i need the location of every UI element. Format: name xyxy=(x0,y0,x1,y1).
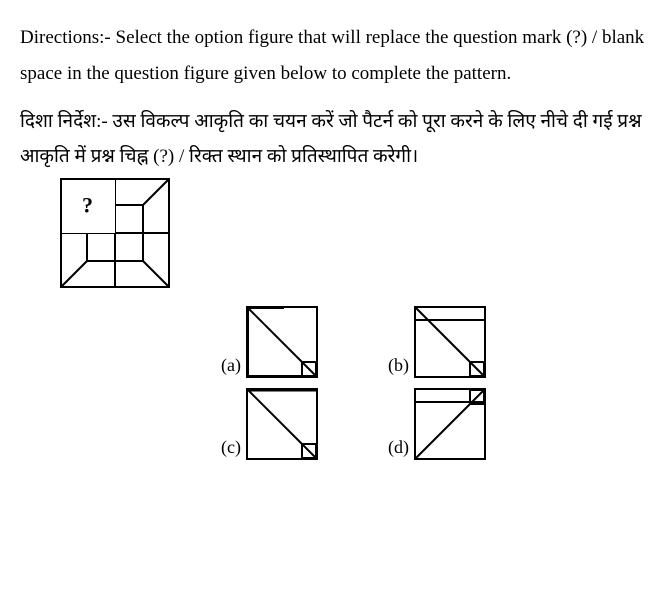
option-d-figure xyxy=(414,388,486,460)
options-grid: (a) (b) (c) (d) xyxy=(20,306,647,460)
option-a-label: (a) xyxy=(221,355,241,378)
option-c-label: (c) xyxy=(221,437,241,460)
svg-text:?: ? xyxy=(82,193,93,218)
option-a: (a) xyxy=(221,306,318,378)
option-b-figure xyxy=(414,306,486,378)
option-b: (b) xyxy=(388,306,486,378)
directions-english: Directions:- Select the option figure th… xyxy=(20,20,647,92)
option-d: (d) xyxy=(388,388,486,460)
question-figure-svg: ? xyxy=(60,178,170,288)
option-a-figure xyxy=(246,306,318,378)
option-c-figure xyxy=(246,388,318,460)
option-c: (c) xyxy=(221,388,318,460)
question-figure: ? xyxy=(20,178,647,288)
option-d-label: (d) xyxy=(388,437,409,460)
directions-hindi: दिशा निर्देश:- उस विकल्प आकृति का चयन कर… xyxy=(20,104,647,174)
option-b-label: (b) xyxy=(388,355,409,378)
